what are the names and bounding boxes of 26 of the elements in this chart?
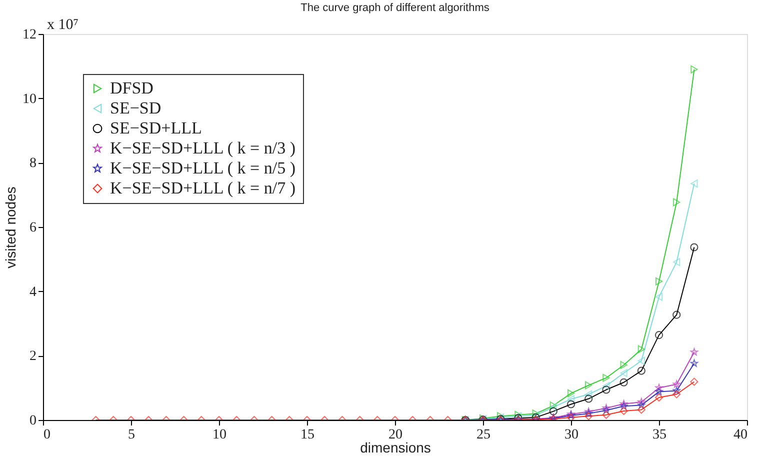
x-tick-label: 30 [564,428,578,442]
legend-label: DFSD [110,78,154,98]
chart-title: The curve graph of different algorithms [300,2,490,14]
legend-label: K−SE−SD+LLL ( k = n/5 ) [110,158,296,178]
x-tick-label: 0 [44,428,50,442]
legend-label: K−SE−SD+LLL ( k = n/3 ) [110,138,296,158]
x-tick-label: 40 [734,428,748,442]
text: x 10⁷ [47,17,78,33]
y-tick-label: 8 [30,156,36,172]
x-tick-label: 10 [212,428,226,442]
y-tick-label: 0 [30,414,36,428]
y-tick-label: 2 [30,349,36,364]
y-tick-label: 10 [22,92,36,107]
y-tick-label: 4 [30,284,36,300]
x-tick-label: 20 [388,428,402,442]
y-axis-title: visited nodes [2,186,18,268]
x-axis-title: dimensions [360,440,431,456]
x-tick-label: 15 [300,428,314,442]
x-tick-label: 25 [476,428,490,442]
legend-label: SE−SD [110,98,162,118]
legend-label: SE−SD+LLL [110,118,202,138]
legend-label: K−SE−SD+LLL ( k = n/7 ) [110,178,296,198]
x-tick-label: 35 [652,428,666,442]
x-tick-label: 5 [128,428,135,442]
y-tick-label: 12 [22,28,36,42]
y-tick-label: 6 [30,220,36,236]
